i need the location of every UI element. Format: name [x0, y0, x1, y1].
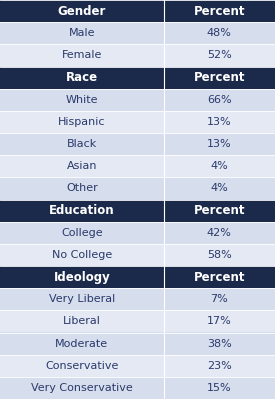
Bar [0, 310, 164, 332]
Text: Female: Female [62, 50, 102, 60]
Bar [0, 200, 164, 222]
Text: Very Conservative: Very Conservative [31, 383, 133, 393]
Text: 13%: 13% [207, 117, 232, 127]
Text: Black: Black [67, 139, 97, 149]
Bar [164, 67, 275, 89]
Text: Ideology: Ideology [53, 271, 110, 284]
Bar [0, 155, 164, 177]
Bar [0, 266, 164, 288]
Text: 38%: 38% [207, 339, 232, 349]
Text: Percent: Percent [194, 271, 245, 284]
Bar [164, 332, 275, 355]
Bar [164, 111, 275, 133]
Text: 15%: 15% [207, 383, 232, 393]
Text: Hispanic: Hispanic [58, 117, 106, 127]
Bar [164, 200, 275, 222]
Text: Percent: Percent [194, 204, 245, 217]
Bar [164, 288, 275, 310]
Bar [0, 177, 164, 200]
Bar [0, 0, 164, 22]
Bar [164, 355, 275, 377]
Text: Moderate: Moderate [55, 339, 108, 349]
Bar [164, 155, 275, 177]
Text: Very Liberal: Very Liberal [49, 294, 115, 304]
Text: Education: Education [49, 204, 115, 217]
Text: College: College [61, 228, 103, 238]
Bar [0, 377, 164, 399]
Text: Asian: Asian [67, 161, 97, 171]
Bar [164, 177, 275, 200]
Bar [164, 377, 275, 399]
Bar [0, 111, 164, 133]
Bar [0, 133, 164, 155]
Text: 7%: 7% [210, 294, 228, 304]
Text: Gender: Gender [58, 4, 106, 18]
Text: 13%: 13% [207, 139, 232, 149]
Text: White: White [65, 95, 98, 105]
Text: Liberal: Liberal [63, 316, 101, 326]
Text: 52%: 52% [207, 50, 232, 60]
Bar [0, 22, 164, 44]
Bar [0, 44, 164, 67]
Text: 23%: 23% [207, 361, 232, 371]
Bar [0, 288, 164, 310]
Bar [0, 89, 164, 111]
Text: Percent: Percent [194, 71, 245, 84]
Bar [164, 133, 275, 155]
Bar [0, 355, 164, 377]
Bar [164, 310, 275, 332]
Text: Percent: Percent [194, 4, 245, 18]
Text: 48%: 48% [207, 28, 232, 38]
Text: 66%: 66% [207, 95, 232, 105]
Text: 17%: 17% [207, 316, 232, 326]
Bar [164, 89, 275, 111]
Text: 42%: 42% [207, 228, 232, 238]
Bar [164, 0, 275, 22]
Text: 4%: 4% [210, 184, 228, 194]
Bar [0, 332, 164, 355]
Bar [164, 222, 275, 244]
Text: 4%: 4% [210, 161, 228, 171]
Text: Other: Other [66, 184, 98, 194]
Text: Race: Race [66, 71, 98, 84]
Bar [0, 244, 164, 266]
Text: 58%: 58% [207, 250, 232, 260]
Bar [0, 67, 164, 89]
Text: Conservative: Conservative [45, 361, 119, 371]
Bar [164, 244, 275, 266]
Bar [164, 44, 275, 67]
Text: No College: No College [52, 250, 112, 260]
Text: Male: Male [68, 28, 95, 38]
Bar [164, 22, 275, 44]
Bar [0, 222, 164, 244]
Bar [164, 266, 275, 288]
